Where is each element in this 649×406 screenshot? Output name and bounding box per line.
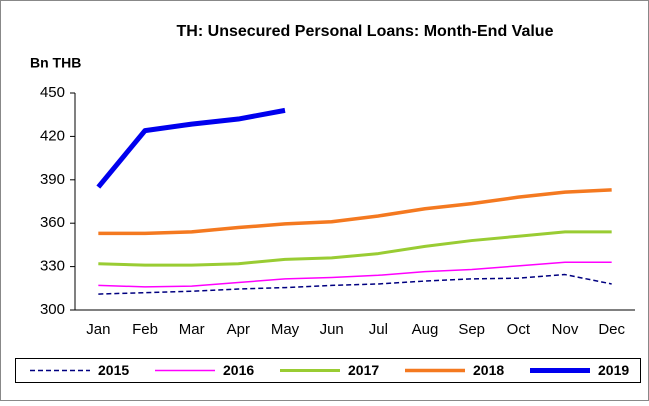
x-tick-label: May — [271, 321, 300, 338]
y-tick-label: 330 — [40, 258, 65, 275]
x-tick-label: Jan — [86, 321, 110, 338]
x-tick-label: Oct — [507, 321, 531, 338]
series-line — [98, 261, 612, 288]
series-line — [98, 230, 612, 267]
legend-box — [15, 358, 641, 383]
x-tick-label: Dec — [598, 321, 625, 338]
legend-label: 2015 — [98, 362, 129, 378]
y-tick-label: 390 — [40, 171, 65, 188]
x-tick-label: Apr — [227, 321, 250, 338]
y-tick-label: 450 — [40, 84, 65, 101]
y-axis-label: Bn THB — [30, 55, 81, 71]
x-tick-label: Feb — [132, 321, 158, 338]
y-tick-label: 420 — [40, 127, 65, 144]
chart-title: TH: Unsecured Personal Loans: Month-End … — [177, 23, 554, 40]
x-tick-label: Aug — [412, 321, 439, 338]
series-line — [98, 188, 612, 236]
x-tick-label: Sep — [458, 321, 485, 338]
x-tick-label: Mar — [179, 321, 205, 338]
series-line — [98, 273, 612, 295]
legend-label: 2017 — [348, 362, 379, 378]
legend-label: 2018 — [473, 362, 504, 378]
x-tick-label: Jun — [320, 321, 344, 338]
series-line — [96, 107, 286, 189]
x-tick-label: Jul — [369, 321, 388, 338]
y-tick-label: 360 — [40, 214, 65, 231]
y-tick-label: 300 — [40, 301, 65, 318]
x-tick-label: Nov — [552, 321, 579, 338]
legend-label: 2016 — [223, 362, 254, 378]
legend-label: 2019 — [598, 362, 629, 378]
